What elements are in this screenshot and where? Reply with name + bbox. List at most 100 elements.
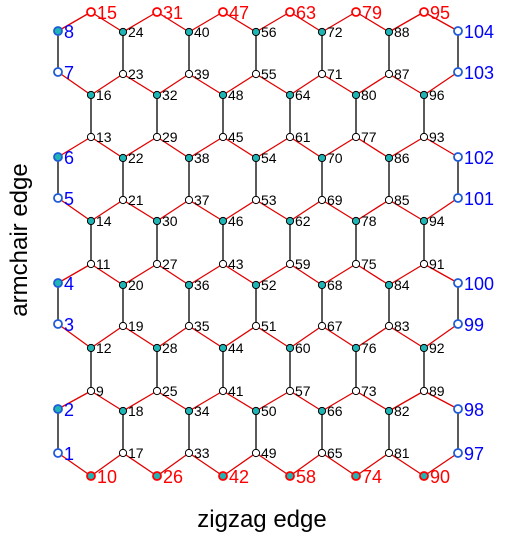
bond-63-72 (289, 11, 323, 33)
site-label-3: 3 (64, 315, 74, 335)
site-2 (53, 404, 63, 414)
bond-76-83 (355, 325, 390, 349)
bond-58-65 (289, 452, 323, 477)
site-66 (317, 406, 327, 416)
y-axis-title: armchair edge (6, 163, 33, 316)
site-label-80: 80 (361, 87, 377, 103)
site-26 (152, 471, 162, 481)
site-50 (251, 406, 261, 416)
site-label-73: 73 (361, 383, 377, 399)
bond-90-97 (423, 452, 459, 477)
site-99 (453, 319, 463, 329)
bond-45-38 (188, 136, 224, 159)
site-label-69: 69 (327, 192, 343, 208)
bond-25-34 (156, 390, 190, 412)
bond-26-33 (156, 452, 190, 477)
site-18 (118, 406, 128, 416)
site-30 (152, 216, 162, 226)
site-28 (152, 343, 162, 353)
site-88 (384, 27, 394, 37)
site-layer (53, 7, 463, 481)
site-label-104: 104 (464, 22, 494, 42)
bond-75-84 (355, 263, 390, 286)
bond-60-51 (255, 325, 291, 349)
site-label-42: 42 (229, 467, 249, 487)
site-label-66: 66 (327, 403, 343, 419)
site-57 (285, 386, 295, 396)
site-22 (118, 153, 128, 163)
bond-15-8 (57, 11, 92, 32)
site-label-55: 55 (261, 66, 277, 82)
site-14 (86, 216, 96, 226)
site-label-10: 10 (97, 467, 117, 487)
site-label-52: 52 (261, 277, 277, 293)
site-label-43: 43 (228, 256, 244, 272)
bond-62-69 (289, 199, 323, 222)
site-label-92: 92 (429, 340, 445, 356)
site-label-45: 45 (228, 129, 244, 145)
site-label-27: 27 (162, 256, 178, 272)
site-label-50: 50 (261, 403, 277, 419)
site-label-26: 26 (163, 467, 183, 487)
site-84 (384, 280, 394, 290)
site-59 (285, 259, 295, 269)
site-33 (184, 448, 194, 458)
site-label-88: 88 (394, 24, 410, 40)
site-label-86: 86 (394, 150, 410, 166)
site-label-71: 71 (327, 66, 343, 82)
bond-93-102 (423, 136, 459, 158)
site-7 (53, 67, 63, 77)
site-label-14: 14 (96, 213, 112, 229)
site-53 (251, 195, 261, 205)
site-83 (384, 321, 394, 331)
site-93 (419, 132, 429, 142)
site-47 (218, 7, 228, 17)
site-6 (53, 152, 63, 162)
site-32 (152, 90, 162, 100)
site-label-16: 16 (96, 87, 112, 103)
site-label-22: 22 (128, 150, 144, 166)
bond-11-4 (57, 263, 92, 284)
site-13 (86, 132, 96, 142)
site-27 (152, 259, 162, 269)
site-label-67: 67 (327, 318, 343, 334)
site-65 (317, 448, 327, 458)
bond-80-71 (321, 73, 357, 96)
site-label-5: 5 (64, 189, 74, 209)
site-label-49: 49 (261, 445, 277, 461)
site-label-11: 11 (96, 256, 111, 272)
bond-62-53 (255, 199, 291, 222)
site-label-20: 20 (128, 277, 144, 293)
site-38 (184, 153, 194, 163)
site-90 (419, 471, 429, 481)
site-label-93: 93 (429, 129, 445, 145)
site-63 (285, 7, 295, 17)
bond-91-84 (388, 263, 425, 286)
site-36 (184, 280, 194, 290)
site-54 (251, 153, 261, 163)
site-104 (453, 26, 463, 36)
site-label-41: 41 (228, 383, 244, 399)
bond-46-37 (188, 199, 224, 222)
bond-14-5 (57, 197, 92, 222)
bond-79-88 (355, 11, 390, 33)
bond-61-70 (289, 136, 323, 159)
bond-12-3 (57, 323, 92, 349)
site-label-38: 38 (194, 150, 210, 166)
site-label-96: 96 (429, 87, 445, 103)
bond-30-21 (122, 199, 158, 222)
site-85 (384, 195, 394, 205)
bond-25-18 (122, 390, 158, 412)
bond-42-33 (188, 452, 224, 477)
site-89 (419, 386, 429, 396)
site-label-57: 57 (295, 383, 311, 399)
label-layer: 1234567891011121314151617181920212223242… (64, 3, 494, 487)
site-20 (118, 280, 128, 290)
bond-78-85 (355, 199, 390, 222)
bond-59-68 (289, 263, 323, 286)
site-49 (251, 448, 261, 458)
site-label-62: 62 (295, 213, 311, 229)
site-label-87: 87 (394, 66, 410, 82)
site-98 (453, 404, 463, 414)
bond-27-36 (156, 263, 190, 286)
